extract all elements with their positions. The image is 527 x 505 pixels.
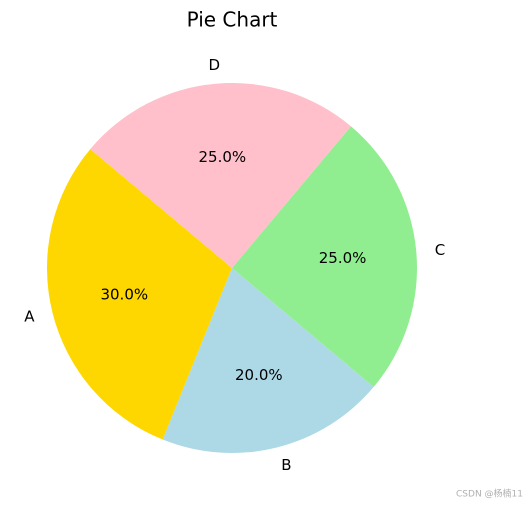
slice-label: D (208, 56, 220, 74)
slice-label: C (435, 241, 445, 259)
pie-slice (232, 126, 417, 387)
chart-title: Pie Chart (187, 8, 278, 32)
pie-slice (46, 149, 232, 440)
slice-label: A (24, 308, 35, 326)
pie-slice (162, 268, 374, 453)
watermark: CSDN @杨楠11 (456, 488, 523, 500)
slice-label: B (281, 456, 291, 474)
percent-label: 25.0% (319, 249, 367, 267)
percent-label: 20.0% (235, 366, 283, 384)
percent-label: 30.0% (100, 285, 148, 303)
percent-label: 25.0% (198, 148, 246, 166)
pie-slice (90, 83, 351, 269)
